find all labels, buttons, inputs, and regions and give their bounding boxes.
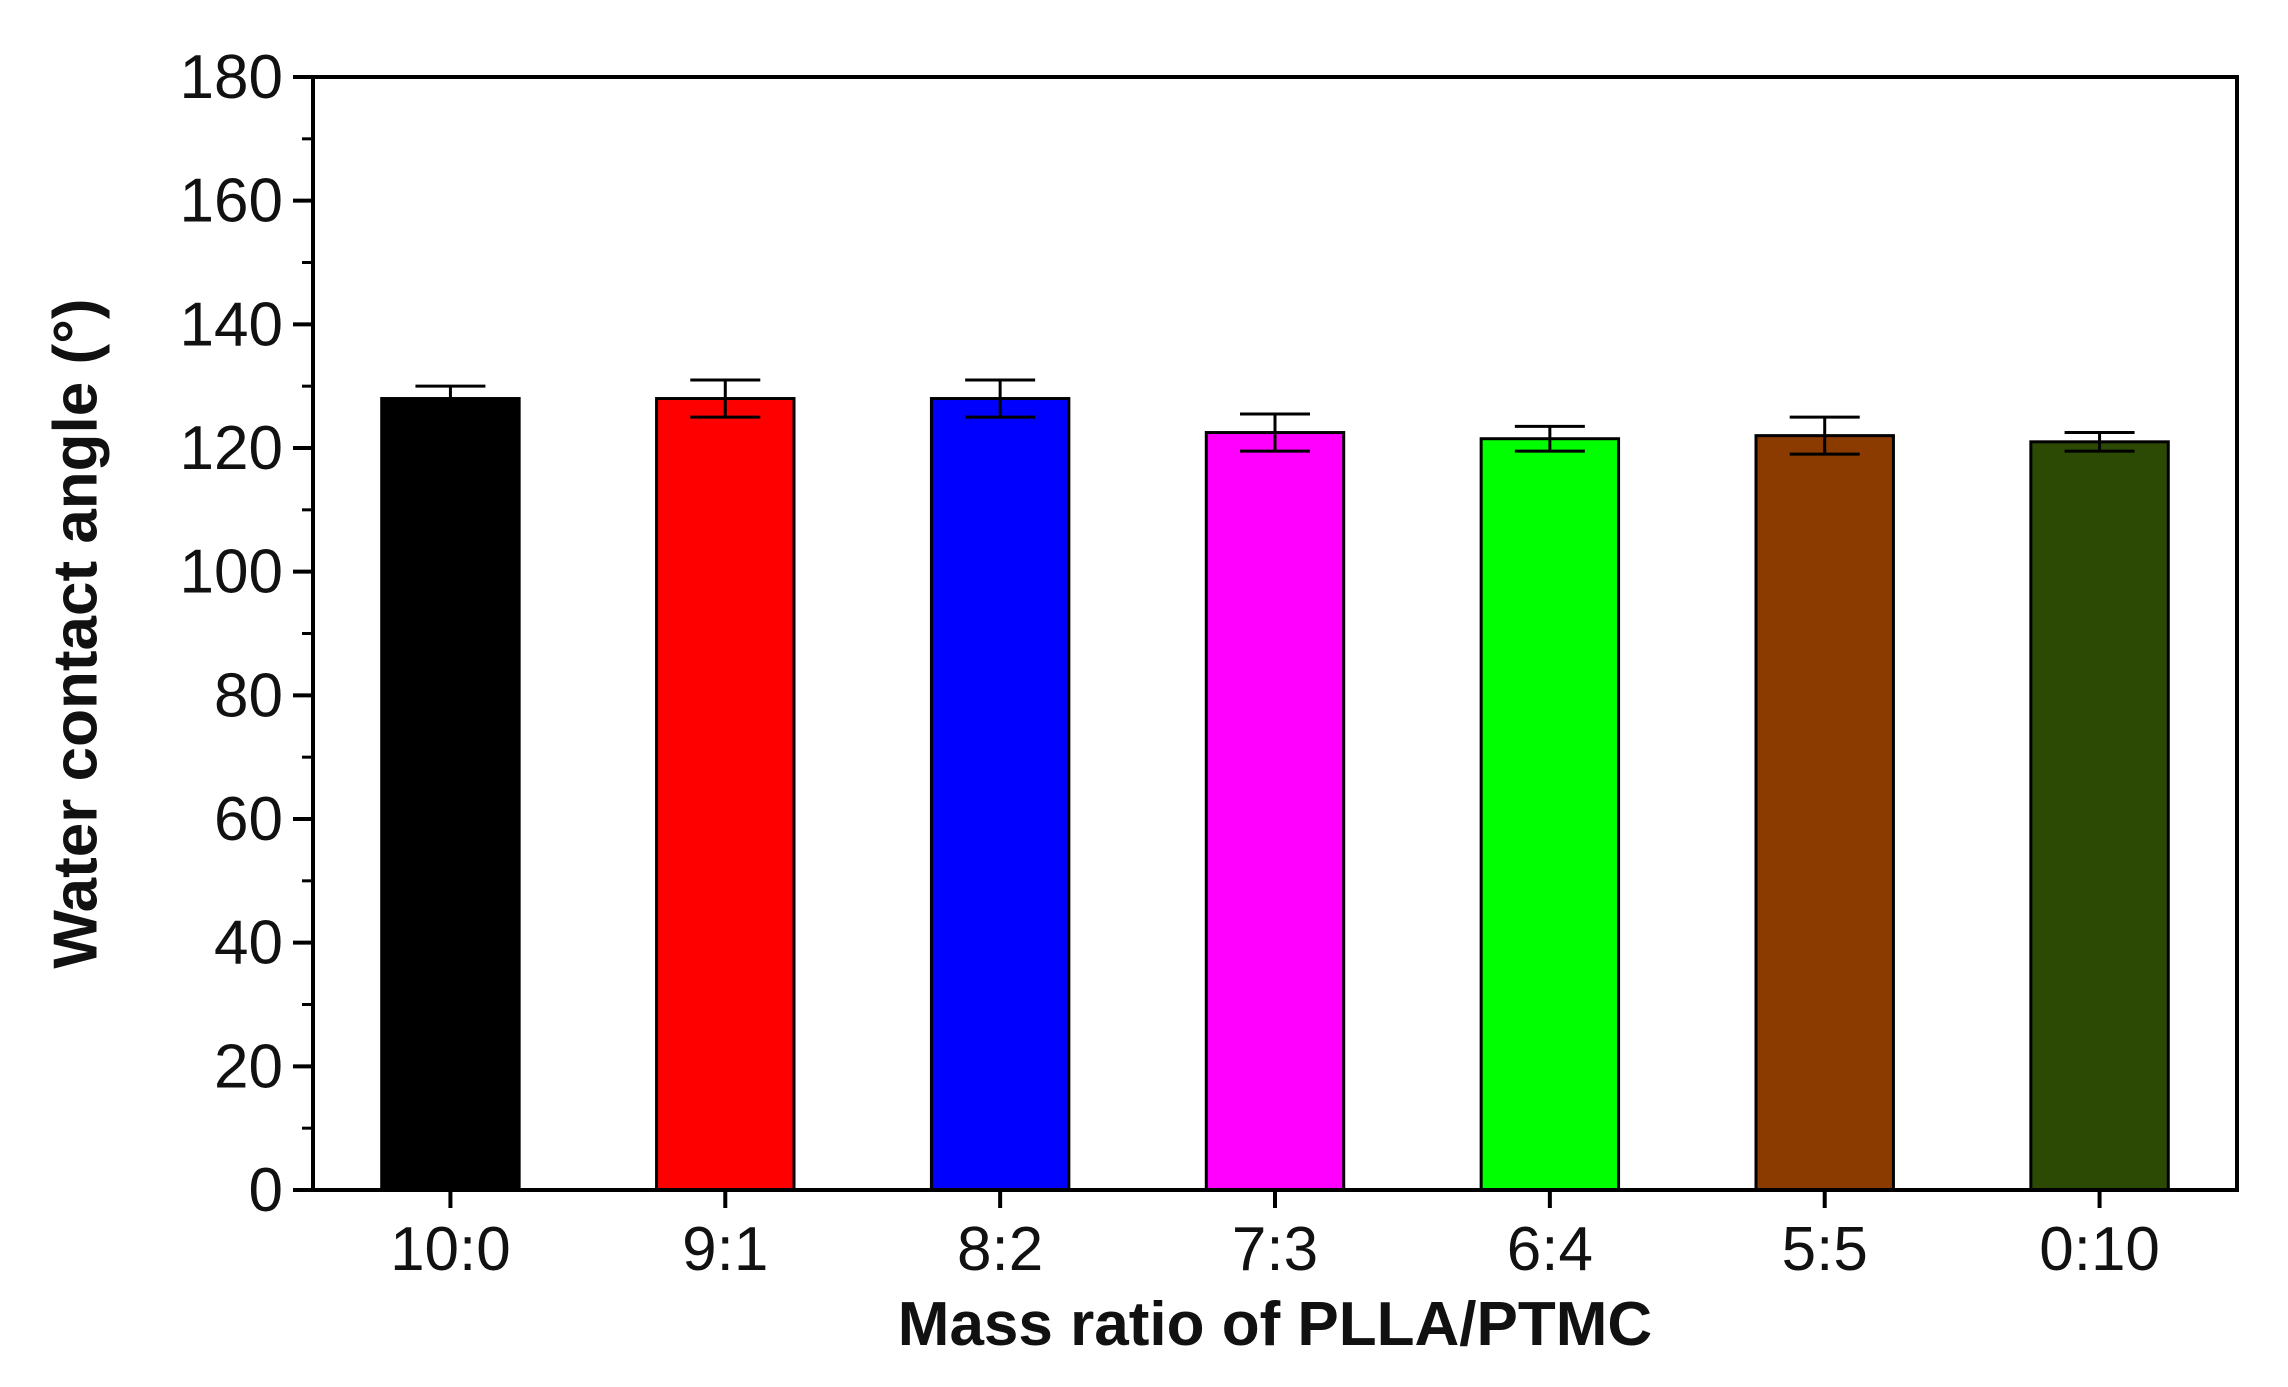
x-tick-label: 10:0 — [390, 1215, 511, 1284]
bar-5-5 — [1754, 434, 1895, 1192]
y-axis-title: Water contact angle (°) — [41, 298, 110, 968]
x-axis-title: Mass ratio of PLLA/PTMC — [898, 1290, 1652, 1359]
error-bar — [1789, 415, 1860, 456]
error-bars — [415, 378, 2135, 456]
x-tick-label: 5:5 — [1782, 1215, 1868, 1284]
bar-6-4 — [1479, 437, 1621, 1192]
x-tick-label: 9:1 — [682, 1215, 768, 1284]
bar-9-1 — [655, 397, 796, 1192]
error-bar — [1240, 412, 1310, 453]
x-tick-label: 6:4 — [1507, 1215, 1593, 1284]
bar-0-10 — [2029, 440, 2170, 1192]
error-bar — [1514, 424, 1585, 453]
y-axis: 0 20 40 60 80 100 120 140 160 180 — [180, 43, 313, 1225]
x-tick-label: 0:10 — [2039, 1215, 2160, 1284]
error-bar — [690, 378, 761, 419]
x-tick-label: 8:2 — [957, 1215, 1043, 1284]
error-bar — [965, 378, 1036, 419]
y-tick-label: 20 — [214, 1032, 283, 1101]
bars — [380, 397, 2170, 1192]
x-axis: 10:0 9:1 8:2 7:3 6:4 5:5 0:10 — [390, 1190, 2160, 1284]
bar-8-2 — [929, 397, 1071, 1192]
plot-frame — [311, 75, 2239, 1192]
y-tick-label: 60 — [214, 785, 283, 854]
bar-7-3 — [1204, 431, 1346, 1192]
y-tick-label: 140 — [180, 290, 283, 359]
y-tick-label: 120 — [180, 414, 283, 483]
y-tick-label: 100 — [180, 538, 283, 607]
y-tick-label: 80 — [214, 661, 283, 730]
y-tick-label: 160 — [180, 167, 283, 236]
y-tick-label: 180 — [180, 43, 283, 112]
y-tick-label: 0 — [249, 1156, 283, 1225]
error-bar — [415, 384, 486, 413]
error-bar — [2064, 431, 2135, 453]
x-tick-label: 7:3 — [1232, 1215, 1318, 1284]
bar-10-0 — [380, 397, 521, 1192]
y-tick-label: 40 — [214, 909, 283, 978]
